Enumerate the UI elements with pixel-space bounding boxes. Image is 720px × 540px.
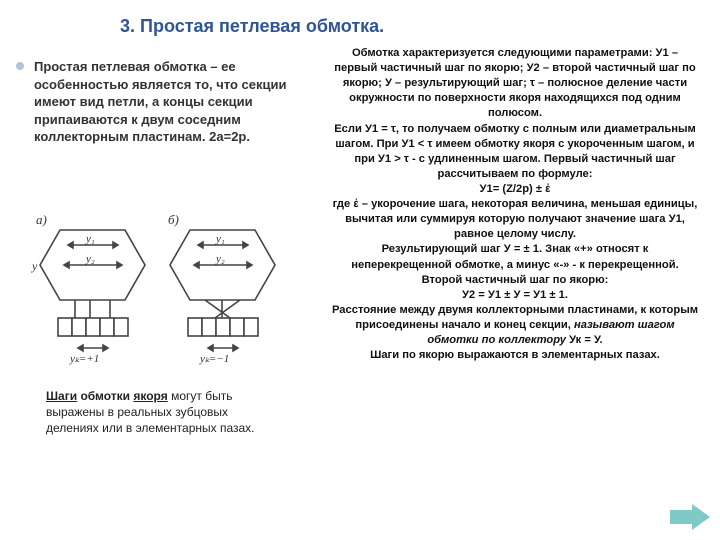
diagram-label-ykminus: yₖ=−1	[199, 353, 229, 365]
caption-word-2: обмотки	[77, 389, 133, 403]
paragraph-7: Шаги по якорю выражаются в элементарных …	[330, 348, 700, 363]
diagram-label-y1-a: y₁	[85, 233, 95, 245]
paragraph-4: Результирующий шаг У = ± 1. Знак «+» отн…	[330, 242, 700, 272]
right-column: Обмотка характеризуется следующими парам…	[330, 46, 700, 363]
next-arrow-button[interactable]	[670, 504, 710, 530]
caption-word-3: якоря	[133, 389, 167, 403]
intro-paragraph: Простая петлевая обмотка – ее особенност…	[32, 58, 312, 146]
diagram-label-b: б)	[168, 212, 179, 227]
paragraph-3: где ἐ – укорочение шага, некоторая велич…	[330, 197, 700, 242]
paragraph-5: Второй частичный шаг по якорю:	[330, 273, 700, 288]
caption-word-1: Шаги	[46, 389, 77, 403]
slide-title: 3. Простая петлевая обмотка.	[120, 16, 384, 37]
arrow-right-icon	[670, 504, 710, 530]
diagram-label-y2-b: y₂	[215, 253, 225, 265]
formula-2: У2 = У1 ± У = У1 ± 1.	[330, 288, 700, 303]
diagram-label-ykplus: yₖ=+1	[69, 353, 99, 365]
diagram-caption: Шаги обмотки якоря могут быть выражены в…	[46, 388, 266, 437]
winding-diagram: а) y₁ y₂ y yₖ=+1 б) y₁	[30, 210, 290, 370]
paragraph-1: Обмотка характеризуется следующими парам…	[330, 46, 700, 122]
p6c: Ук = У.	[566, 334, 603, 346]
list-bullet-icon	[16, 62, 24, 70]
diagram-label-y-a: y	[31, 259, 38, 273]
left-column: Простая петлевая обмотка – ее особенност…	[32, 58, 312, 146]
diagram-label-y2-a: y₂	[85, 253, 95, 265]
diagram-label-a: а)	[36, 212, 47, 227]
paragraph-6: Расстояние между двумя коллекторными пла…	[330, 303, 700, 348]
formula-1: У1= (Z/2р) ± ἐ	[330, 182, 700, 197]
diagram-label-y1-b: y₁	[215, 233, 225, 245]
paragraph-2: Если У1 = τ, то получаем обмотку с полны…	[330, 122, 700, 182]
intro-text: Простая петлевая обмотка – ее особенност…	[34, 59, 287, 144]
